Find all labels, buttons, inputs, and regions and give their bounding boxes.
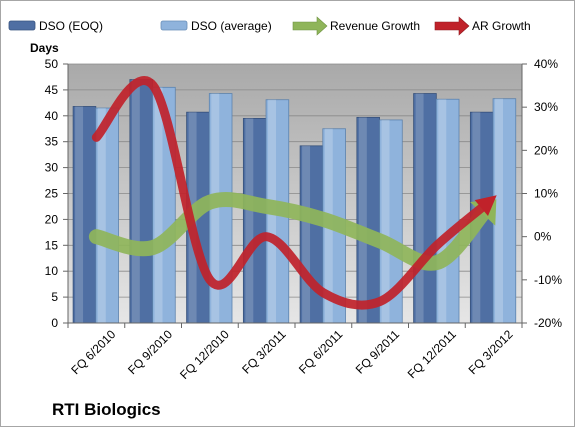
legend-label-dso-average: DSO (average) <box>191 19 272 33</box>
y-right-tick-label: 20% <box>534 143 558 157</box>
y-right-tick-label: 0% <box>534 230 552 244</box>
y-left-tick-label: 15 <box>45 238 59 252</box>
y-left-tick-label: 25 <box>45 187 59 201</box>
x-tick-label: FQ 3/2011 <box>239 327 289 377</box>
revenue-growth-line <box>88 192 492 271</box>
bar-dso-average-highlight <box>495 98 504 324</box>
y-right-tick-label: 10% <box>534 187 558 201</box>
bar-dso-eoq-highlight <box>358 117 367 323</box>
y-left-tick-label: 0 <box>51 316 58 330</box>
y-left-tick-label: 10 <box>45 264 59 278</box>
x-tick-label: FQ 12/2011 <box>405 327 459 381</box>
x-tick-label: FQ 6/2011 <box>296 327 346 377</box>
bar-dso-eoq-highlight <box>415 93 424 323</box>
legend-label-dso-eoq: DSO (EOQ) <box>39 19 103 33</box>
y-left-tick-label: 35 <box>45 135 59 149</box>
legend-label-revenue-growth: Revenue Growth <box>330 19 420 33</box>
y-left-tick-label: 5 <box>51 290 58 304</box>
x-tick-label: FQ 12/2010 <box>177 327 232 382</box>
bar-dso-average-highlight <box>438 99 447 323</box>
legend-label-ar-growth: AR Growth <box>472 19 531 33</box>
brand-label: RTI Biologics <box>52 400 161 419</box>
legend-item-dso-average: DSO (average) <box>160 19 272 33</box>
ar-growth-line <box>91 76 488 310</box>
growth-lines <box>88 76 497 310</box>
y-left-tick-label: 30 <box>45 161 59 175</box>
y-left-tick-label: 50 <box>45 57 59 71</box>
legend-item-ar-growth: AR Growth <box>434 16 531 36</box>
x-tick-label: FQ 6/2010 <box>68 327 118 377</box>
bar-dso-eoq-highlight <box>245 118 254 323</box>
y-axis-left-title: Days <box>30 41 59 55</box>
bar-dso-average-highlight <box>97 108 106 323</box>
legend-arrow-ar-growth <box>434 16 470 36</box>
y-right-tick-label: 30% <box>534 100 558 114</box>
y-right-tick-label: -10% <box>534 273 562 287</box>
legend-item-dso-eoq: DSO (EOQ) <box>8 19 103 33</box>
legend-arrow-revenue-growth <box>292 16 328 36</box>
y-left-tick-label: 40 <box>45 109 59 123</box>
legend: DSO (EOQ) DSO (average) Revenue Growth A… <box>8 16 531 36</box>
legend-swatch-dso-eoq <box>8 20 36 31</box>
legend-swatch-dso-average <box>160 20 188 31</box>
bar-dso-average-highlight <box>381 119 390 323</box>
x-tick-label: FQ 9/2011 <box>353 327 403 377</box>
y-right-tick-label: 40% <box>534 57 558 71</box>
x-tick-label: FQ 3/2012 <box>466 327 516 377</box>
y-left-tick-label: 20 <box>45 212 59 226</box>
ar-growth-arrowhead <box>474 195 497 217</box>
bar-dso-eoq-highlight <box>131 79 140 323</box>
bar-dso-average-highlight <box>154 87 163 323</box>
bar-dso-eoq-highlight <box>75 106 84 323</box>
y-left-tick-label: 45 <box>45 83 59 97</box>
bar-dso-eoq-highlight <box>302 145 311 323</box>
legend-item-revenue-growth: Revenue Growth <box>292 16 420 36</box>
x-tick-label: FQ 9/2010 <box>125 327 175 377</box>
y-right-tick-label: -20% <box>534 316 562 330</box>
